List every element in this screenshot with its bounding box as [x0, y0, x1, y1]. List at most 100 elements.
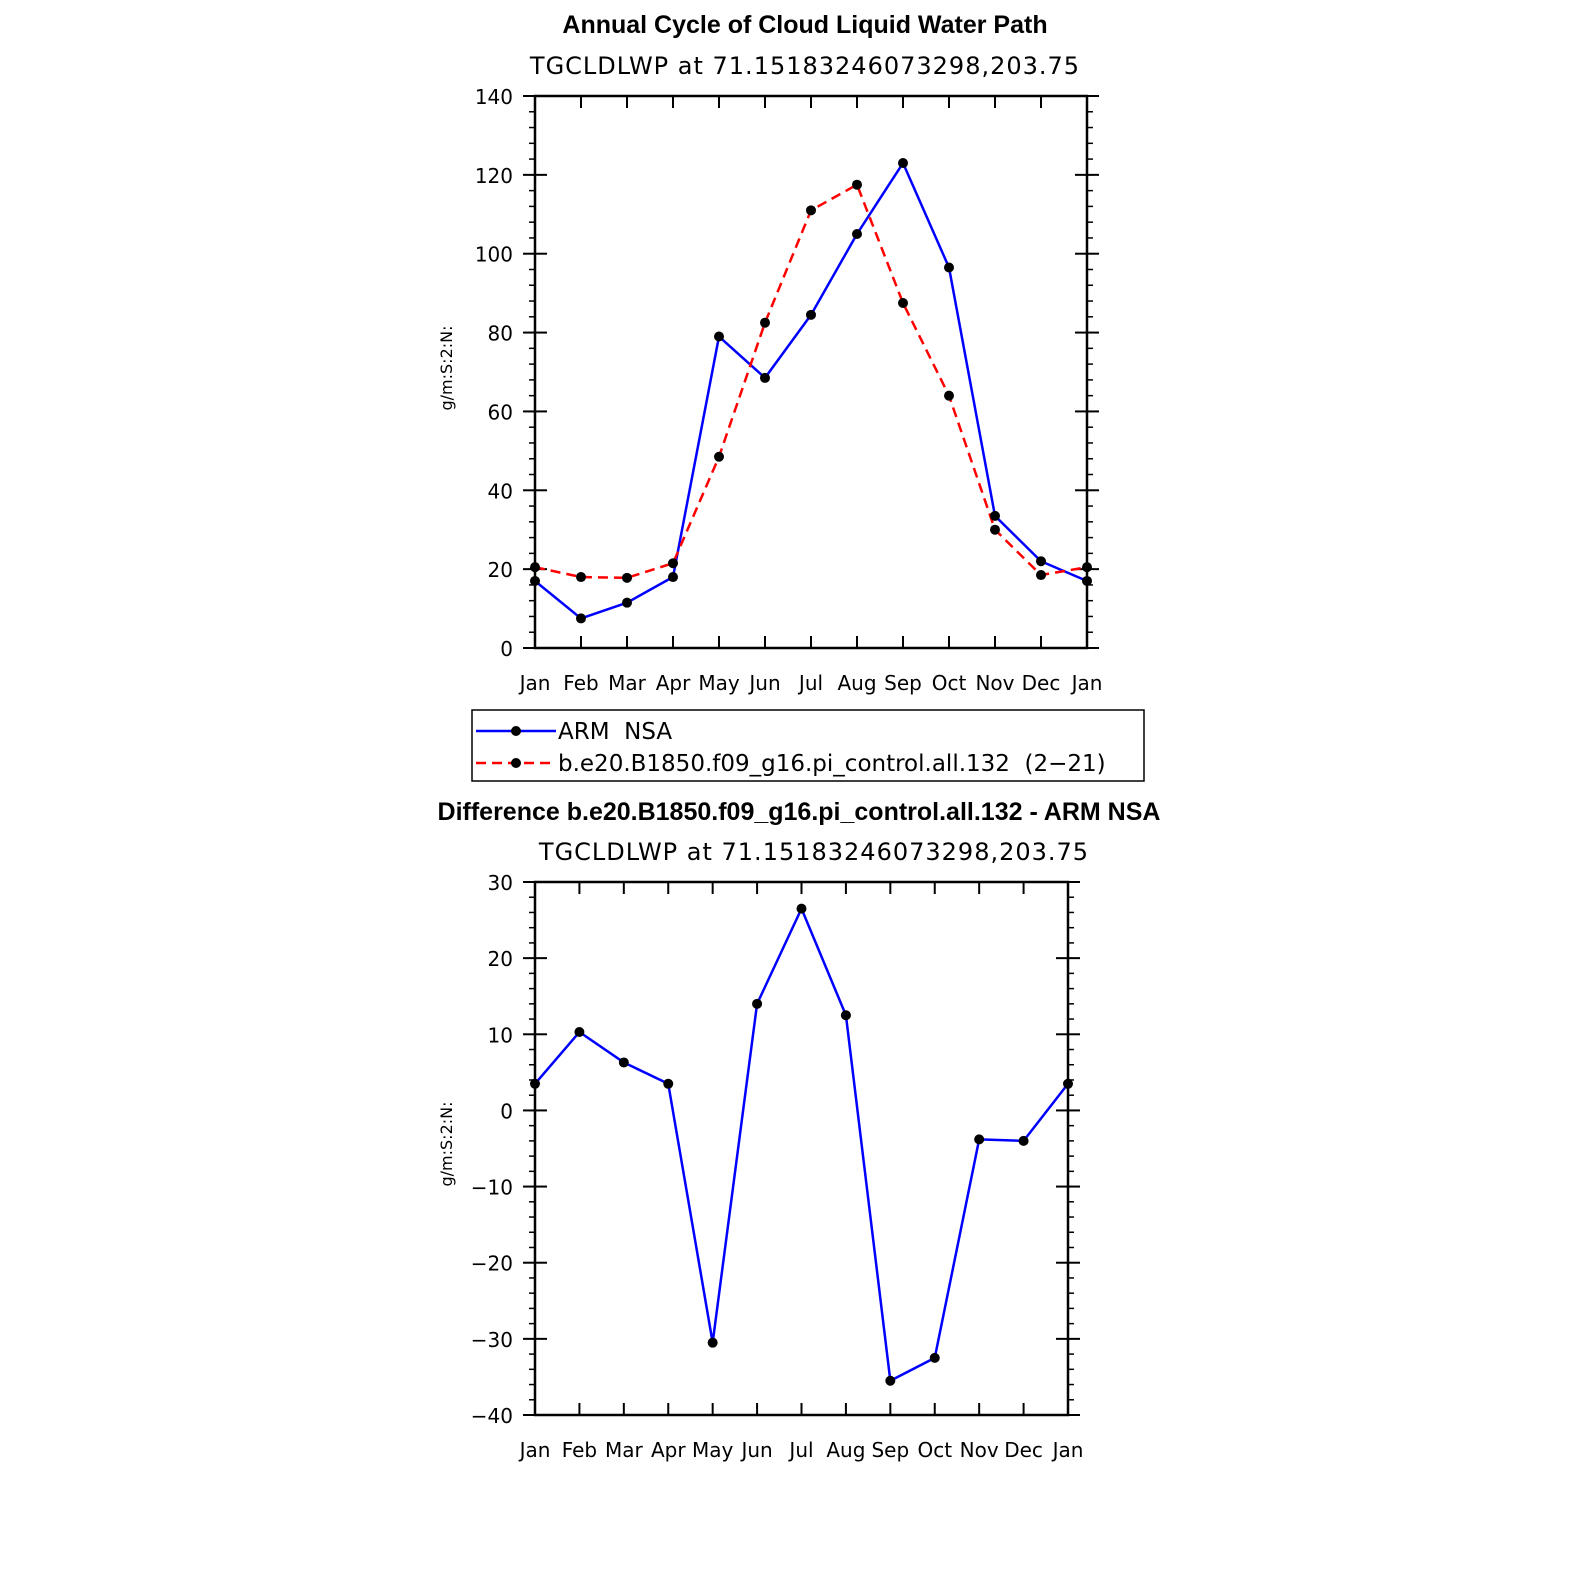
chart-title: Annual Cycle of Cloud Liquid Water Path — [562, 11, 1047, 39]
plot-area — [530, 903, 1073, 1386]
legend-label-arm-nsa: ARM NSA — [558, 719, 672, 745]
data-point — [714, 331, 724, 342]
y-tick-label: 10 — [488, 1023, 513, 1047]
data-point — [852, 179, 862, 190]
plot-frame — [533, 880, 1070, 1417]
x-tick-label: Mar — [605, 1438, 644, 1462]
x-tick-label: Jan — [518, 671, 551, 695]
data-point — [618, 1057, 629, 1068]
y-axis-label: g/m:S:2:N: — [437, 1102, 456, 1187]
annual-cycle-chart: Annual Cycle of Cloud Liquid Water Path … — [437, 11, 1102, 695]
data-point — [576, 613, 586, 624]
data-point — [576, 572, 586, 583]
x-tick-label: Dec — [1022, 671, 1061, 695]
data-point — [707, 1337, 718, 1348]
difference-chart: Difference b.e20.B1850.f09_g16.pi_contro… — [437, 798, 1160, 1462]
x-tick-label: Nov — [975, 671, 1014, 695]
y-tick-label: 40 — [488, 479, 513, 503]
x-tick-label: Aug — [826, 1438, 865, 1462]
data-point — [1036, 570, 1046, 581]
x-tick-label: Aug — [837, 671, 876, 695]
x-tick-label: Feb — [563, 671, 598, 695]
x-tick-label: Jul — [787, 1438, 813, 1462]
x-tick-label: Apr — [656, 671, 691, 695]
chart-title: Difference b.e20.B1850.f09_g16.pi_contro… — [438, 798, 1161, 826]
data-point — [990, 524, 1000, 535]
x-tick-label: Jan — [1070, 671, 1103, 695]
data-point — [1082, 562, 1092, 573]
plot-frame — [533, 94, 1089, 650]
data-point — [530, 1078, 540, 1089]
legend-marker-model — [511, 758, 521, 768]
data-point — [806, 309, 816, 320]
y-tick-label: 80 — [488, 322, 513, 346]
data-point — [1018, 1135, 1029, 1146]
data-point — [668, 558, 678, 569]
y-tick-label: 20 — [488, 947, 513, 971]
axes: Jan Feb Mar Apr May Jun Jul Aug Sep Oct Nov Dec Jan−… — [471, 871, 1084, 1462]
data-point — [574, 1027, 585, 1038]
x-tick-label: Sep — [884, 671, 922, 695]
x-tick-label: Feb — [562, 1438, 597, 1462]
y-tick-label: −40 — [471, 1404, 513, 1428]
x-tick-label: May — [698, 671, 740, 695]
y-axis-label: g/m:S:2:N: — [437, 326, 456, 411]
plot-area — [530, 158, 1092, 624]
data-point — [796, 903, 807, 914]
series-line — [534, 161, 1088, 620]
data-point — [974, 1134, 985, 1145]
y-tick-label: 60 — [488, 400, 513, 424]
series-line — [534, 183, 1088, 580]
series-line — [534, 907, 1069, 1382]
data-point — [990, 510, 1000, 521]
legend: ARM NSA b.e20.B1850.f09_g16.pi_control.a… — [471, 709, 1145, 782]
x-tick-label: Jan — [518, 1438, 551, 1462]
data-point — [1063, 1078, 1073, 1089]
x-tick-label: Jan — [1051, 1438, 1084, 1462]
y-tick-label: −20 — [471, 1252, 513, 1276]
x-tick-label: Nov — [960, 1438, 999, 1462]
x-tick-label: Dec — [1004, 1438, 1043, 1462]
data-point — [530, 562, 540, 573]
legend-box — [471, 709, 1145, 782]
data-point — [929, 1352, 940, 1363]
y-tick-label: 30 — [488, 871, 513, 895]
data-point — [752, 998, 763, 1009]
y-tick-label: 20 — [488, 558, 513, 582]
data-point — [663, 1078, 674, 1089]
x-tick-label: Mar — [608, 671, 647, 695]
data-point — [1036, 556, 1046, 567]
data-point — [944, 262, 954, 273]
data-point — [530, 575, 540, 586]
x-tick-label: Apr — [651, 1438, 686, 1462]
y-tick-label: −30 — [471, 1328, 513, 1352]
data-point — [714, 451, 724, 462]
chart-subtitle: TGCLDLWP at 71.15183246073298,203.75 — [538, 838, 1089, 866]
data-point — [622, 597, 632, 608]
axes: Jan Feb Mar Apr May Jun Jul Aug Sep Oct Nov Dec Jan0… — [475, 85, 1103, 695]
legend-marker-arm-nsa — [511, 726, 521, 736]
data-point — [885, 1375, 896, 1386]
data-point — [760, 317, 770, 328]
y-tick-label: −10 — [471, 1176, 513, 1200]
legend-label-model: b.e20.B1850.f09_g16.pi_control.all.132 (… — [558, 751, 1106, 777]
data-point — [852, 229, 862, 239]
data-point — [760, 372, 770, 383]
x-tick-label: Jul — [797, 671, 823, 695]
y-tick-label: 0 — [500, 1099, 513, 1123]
data-point — [622, 572, 632, 583]
data-point — [668, 572, 678, 583]
x-tick-label: Jun — [747, 671, 780, 695]
x-tick-label: May — [692, 1438, 734, 1462]
data-point — [1082, 575, 1092, 586]
data-point — [898, 298, 908, 308]
x-tick-label: Oct — [932, 671, 967, 695]
chart-subtitle: TGCLDLWP at 71.15183246073298,203.75 — [529, 52, 1080, 80]
y-tick-label: 100 — [475, 243, 513, 267]
y-tick-label: 120 — [475, 164, 513, 188]
x-tick-label: Oct — [917, 1438, 952, 1462]
x-tick-label: Sep — [871, 1438, 909, 1462]
data-point — [806, 205, 816, 216]
y-tick-label: 140 — [475, 85, 513, 109]
